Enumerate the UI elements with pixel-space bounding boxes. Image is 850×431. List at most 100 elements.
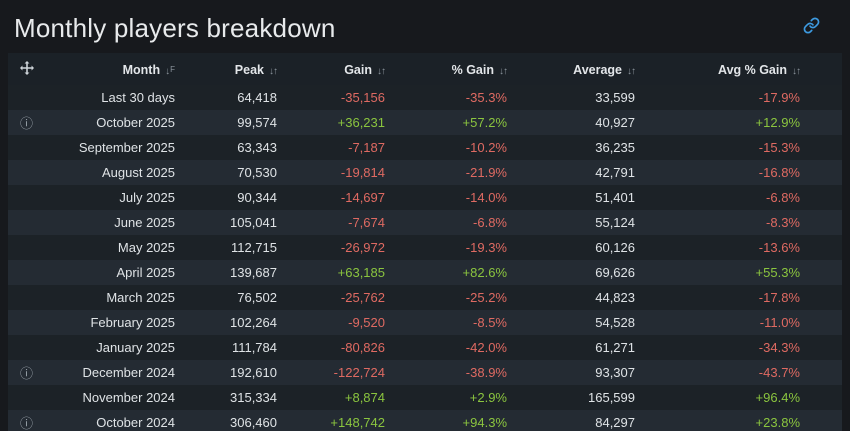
gain-cell: -122,724 <box>333 365 385 380</box>
permalink-button[interactable] <box>803 17 820 39</box>
row-info-cell: ⓘ <box>8 360 48 385</box>
gain-pct-cell: -25.2% <box>465 290 507 305</box>
month-cell: Last 30 days <box>101 90 175 105</box>
gain-cell: -7,187 <box>348 140 385 155</box>
month-cell: February 2025 <box>90 315 175 330</box>
avg-pct-cell: +12.9% <box>755 115 800 130</box>
month-cell: June 2025 <box>114 215 175 230</box>
link-icon <box>803 17 820 39</box>
page-header: Monthly players breakdown <box>0 0 850 53</box>
avg-pct-cell: +23.8% <box>755 415 800 430</box>
peak-cell: 315,334 <box>230 390 277 405</box>
peak-cell: 76,502 <box>237 290 277 305</box>
gain-cell: -19,814 <box>340 165 385 180</box>
gain-cell: -35,156 <box>340 90 385 105</box>
page-title: Monthly players breakdown <box>14 12 336 43</box>
peak-cell: 64,418 <box>237 90 277 105</box>
gain-pct-cell: -10.2% <box>465 140 507 155</box>
table-row: ⓘ August 2025 70,530 -19,814 -21.9% 42,7… <box>8 160 842 185</box>
drag-handle-header[interactable] <box>8 53 48 85</box>
peak-cell: 99,574 <box>237 115 277 130</box>
gain-pct-cell: -42.0% <box>465 340 507 355</box>
row-info-cell: ⓘ <box>8 135 48 160</box>
average-cell: 44,823 <box>595 290 635 305</box>
column-label: Peak <box>234 62 264 77</box>
peak-cell: 112,715 <box>230 240 277 255</box>
row-info-cell: ⓘ <box>8 285 48 310</box>
gain-pct-cell: +82.6% <box>462 265 507 280</box>
average-cell: 40,927 <box>595 115 635 130</box>
gain-cell: -14,697 <box>340 190 385 205</box>
gain-pct-cell: -35.3% <box>465 90 507 105</box>
arrows-move-icon <box>20 61 34 78</box>
peak-cell: 192,610 <box>230 365 277 380</box>
gain-cell: -26,972 <box>340 240 385 255</box>
row-info-cell: ⓘ <box>8 210 48 235</box>
column-header-avg-pct[interactable]: Avg % Gain ↓↑ <box>643 53 842 85</box>
gain-cell: -7,674 <box>348 215 385 230</box>
average-cell: 36,235 <box>595 140 635 155</box>
info-icon[interactable]: ⓘ <box>20 366 34 381</box>
gain-cell: -25,762 <box>340 290 385 305</box>
month-cell: January 2025 <box>96 340 175 355</box>
average-cell: 33,599 <box>595 90 635 105</box>
row-info-cell: ⓘ <box>8 160 48 185</box>
table-row: ⓘ February 2025 102,264 -9,520 -8.5% 54,… <box>8 310 842 335</box>
table-row: ⓘ September 2025 63,343 -7,187 -10.2% 36… <box>8 135 842 160</box>
peak-cell: 111,784 <box>231 340 277 355</box>
gain-cell: +63,185 <box>337 265 385 280</box>
gain-cell: +36,231 <box>337 115 385 130</box>
players-breakdown-table: Month ↓F Peak ↓↑ Gain ↓↑ % Gain ↓↑ Average ↓↑… <box>8 53 842 431</box>
column-header-average[interactable]: Average ↓↑ <box>515 53 643 85</box>
gain-pct-cell: +2.9% <box>469 390 507 405</box>
column-label: Average <box>573 62 622 77</box>
avg-pct-cell: -17.8% <box>758 290 800 305</box>
avg-pct-cell: -34.3% <box>758 340 800 355</box>
table-row: ⓘ June 2025 105,041 -7,674 -6.8% 55,124 … <box>8 210 842 235</box>
table-row: ⓘ Last 30 days 64,418 -35,156 -35.3% 33,… <box>8 85 842 110</box>
row-info-cell: ⓘ <box>8 335 48 360</box>
gain-cell: +148,742 <box>330 415 385 430</box>
gain-cell: -80,826 <box>340 340 385 355</box>
avg-pct-cell: -8.3% <box>766 215 800 230</box>
average-cell: 42,791 <box>595 165 635 180</box>
gain-cell: +8,874 <box>344 390 385 405</box>
row-info-cell: ⓘ <box>8 260 48 285</box>
row-info-cell: ⓘ <box>8 385 48 410</box>
avg-pct-cell: -13.6% <box>758 240 800 255</box>
table-row: ⓘ December 2024 192,610 -122,724 -38.9% … <box>8 360 842 385</box>
column-header-month[interactable]: Month ↓F <box>48 53 183 85</box>
column-header-peak[interactable]: Peak ↓↑ <box>183 53 285 85</box>
gain-pct-cell: -6.8% <box>473 215 507 230</box>
month-cell: December 2024 <box>82 365 176 380</box>
avg-pct-cell: -43.7% <box>758 365 800 380</box>
average-cell: 55,124 <box>595 215 635 230</box>
peak-cell: 63,343 <box>237 140 277 155</box>
peak-cell: 70,530 <box>237 165 277 180</box>
month-cell: October 2025 <box>96 115 175 130</box>
average-cell: 54,528 <box>595 315 635 330</box>
avg-pct-cell: -17.9% <box>758 90 800 105</box>
average-cell: 60,126 <box>595 240 635 255</box>
info-icon[interactable]: ⓘ <box>20 116 34 131</box>
column-header-gain[interactable]: Gain ↓↑ <box>285 53 393 85</box>
info-icon[interactable]: ⓘ <box>20 416 34 431</box>
gain-pct-cell: +57.2% <box>462 115 507 130</box>
table-row: ⓘ November 2024 315,334 +8,874 +2.9% 165… <box>8 385 842 410</box>
month-cell: March 2025 <box>106 290 175 305</box>
sort-both-icon: ↓↑ <box>499 65 508 77</box>
sort-both-icon: ↓↑ <box>627 65 636 77</box>
sort-both-icon: ↓↑ <box>269 65 278 77</box>
month-cell: July 2025 <box>119 190 175 205</box>
month-cell: August 2025 <box>101 165 175 180</box>
avg-pct-cell: -16.8% <box>758 165 800 180</box>
column-header-gain-pct[interactable]: % Gain ↓↑ <box>393 53 515 85</box>
month-cell: May 2025 <box>117 240 175 255</box>
gain-pct-cell: -21.9% <box>465 165 507 180</box>
row-info-cell: ⓘ <box>8 410 48 431</box>
average-cell: 93,307 <box>595 365 635 380</box>
peak-cell: 90,344 <box>237 190 277 205</box>
column-label: Gain <box>344 62 372 77</box>
column-label: Avg % Gain <box>718 62 787 77</box>
average-cell: 69,626 <box>595 265 635 280</box>
